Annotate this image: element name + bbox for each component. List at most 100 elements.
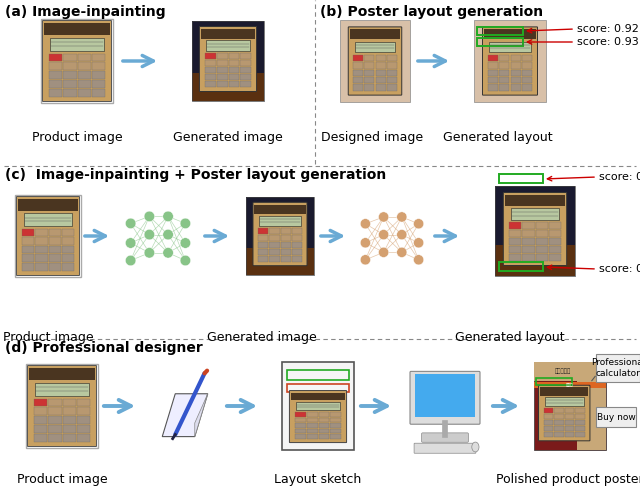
Text: 专业计算器: 专业计算器 [555,369,571,374]
FancyBboxPatch shape [28,366,97,446]
Text: Professional
calculator: Professional calculator [591,358,640,378]
Bar [353,70,364,76]
Bar [205,53,216,59]
Bar [34,434,47,441]
Bar [24,213,72,226]
Bar [522,230,534,237]
Bar [554,408,564,413]
Bar [77,407,90,415]
Bar [201,29,255,39]
Bar [63,407,76,415]
Circle shape [144,229,155,240]
Bar [387,62,397,69]
Bar [534,382,606,388]
Bar [292,242,302,248]
Bar [353,55,364,61]
Bar [63,89,77,97]
Text: Product image: Product image [17,473,108,486]
Circle shape [413,218,424,229]
Bar [499,174,543,183]
Bar [295,429,306,433]
Bar [63,425,76,433]
Bar [575,426,585,431]
Text: (c)  Image-inpainting + Poster layout generation: (c) Image-inpainting + Poster layout gen… [5,168,387,182]
Bar [205,67,216,73]
Bar [511,208,559,219]
Bar [522,238,534,245]
Bar [48,434,61,441]
Bar [77,54,91,61]
Bar [34,398,47,406]
Bar [217,67,227,73]
Bar [292,256,302,262]
Bar [77,434,90,441]
Bar [246,247,314,275]
FancyBboxPatch shape [538,385,590,441]
Text: Layout sketch: Layout sketch [275,473,362,486]
Bar [364,77,374,83]
FancyBboxPatch shape [410,371,480,424]
Bar [536,378,572,385]
Bar [548,238,561,245]
Bar [51,38,104,51]
Bar [564,432,574,437]
Bar [474,20,546,102]
Circle shape [378,212,388,222]
Bar [295,417,306,422]
Bar [22,228,35,236]
FancyBboxPatch shape [503,192,566,266]
Text: Product image: Product image [3,331,93,344]
Bar [522,246,534,253]
Bar [258,256,268,262]
Bar [488,84,498,91]
Bar [44,24,110,36]
Bar [387,55,397,61]
Text: (b) Poster layout generation: (b) Poster layout generation [320,5,543,19]
Bar [49,80,62,88]
Bar [92,89,105,97]
Bar [499,70,509,76]
Bar [499,84,509,91]
Bar [48,416,61,424]
Text: Polished product poster: Polished product poster [496,473,640,486]
Text: score: 0.04: score: 0.04 [599,264,640,274]
Bar [387,70,397,76]
Bar [61,237,74,245]
Bar [61,246,74,254]
Bar [534,362,606,381]
Bar [509,254,522,261]
Bar [349,30,400,40]
Bar [34,407,47,415]
Text: Generated layout: Generated layout [443,131,553,144]
Circle shape [378,229,388,240]
Bar [77,398,90,406]
Bar [543,432,553,437]
FancyBboxPatch shape [483,27,538,95]
Bar [330,423,341,428]
Bar [192,21,264,101]
Bar [205,60,216,66]
Bar [48,398,61,406]
Bar [280,256,291,262]
Bar [376,77,385,83]
Bar [258,228,268,234]
Bar [22,246,35,254]
Bar [319,412,330,416]
Bar [484,30,536,40]
Text: Generated layout: Generated layout [455,331,565,344]
Bar [376,84,385,91]
Bar [269,249,280,255]
Bar [49,255,61,262]
Bar [35,255,47,262]
Bar [564,426,574,431]
Text: score: 0.93: score: 0.93 [577,37,639,47]
Bar [319,423,330,428]
Bar [228,67,239,73]
Bar [22,237,35,245]
Bar [63,434,76,441]
Bar [282,362,354,450]
Bar [543,414,553,419]
Bar [63,71,77,79]
Bar [63,54,77,61]
Circle shape [125,255,136,266]
